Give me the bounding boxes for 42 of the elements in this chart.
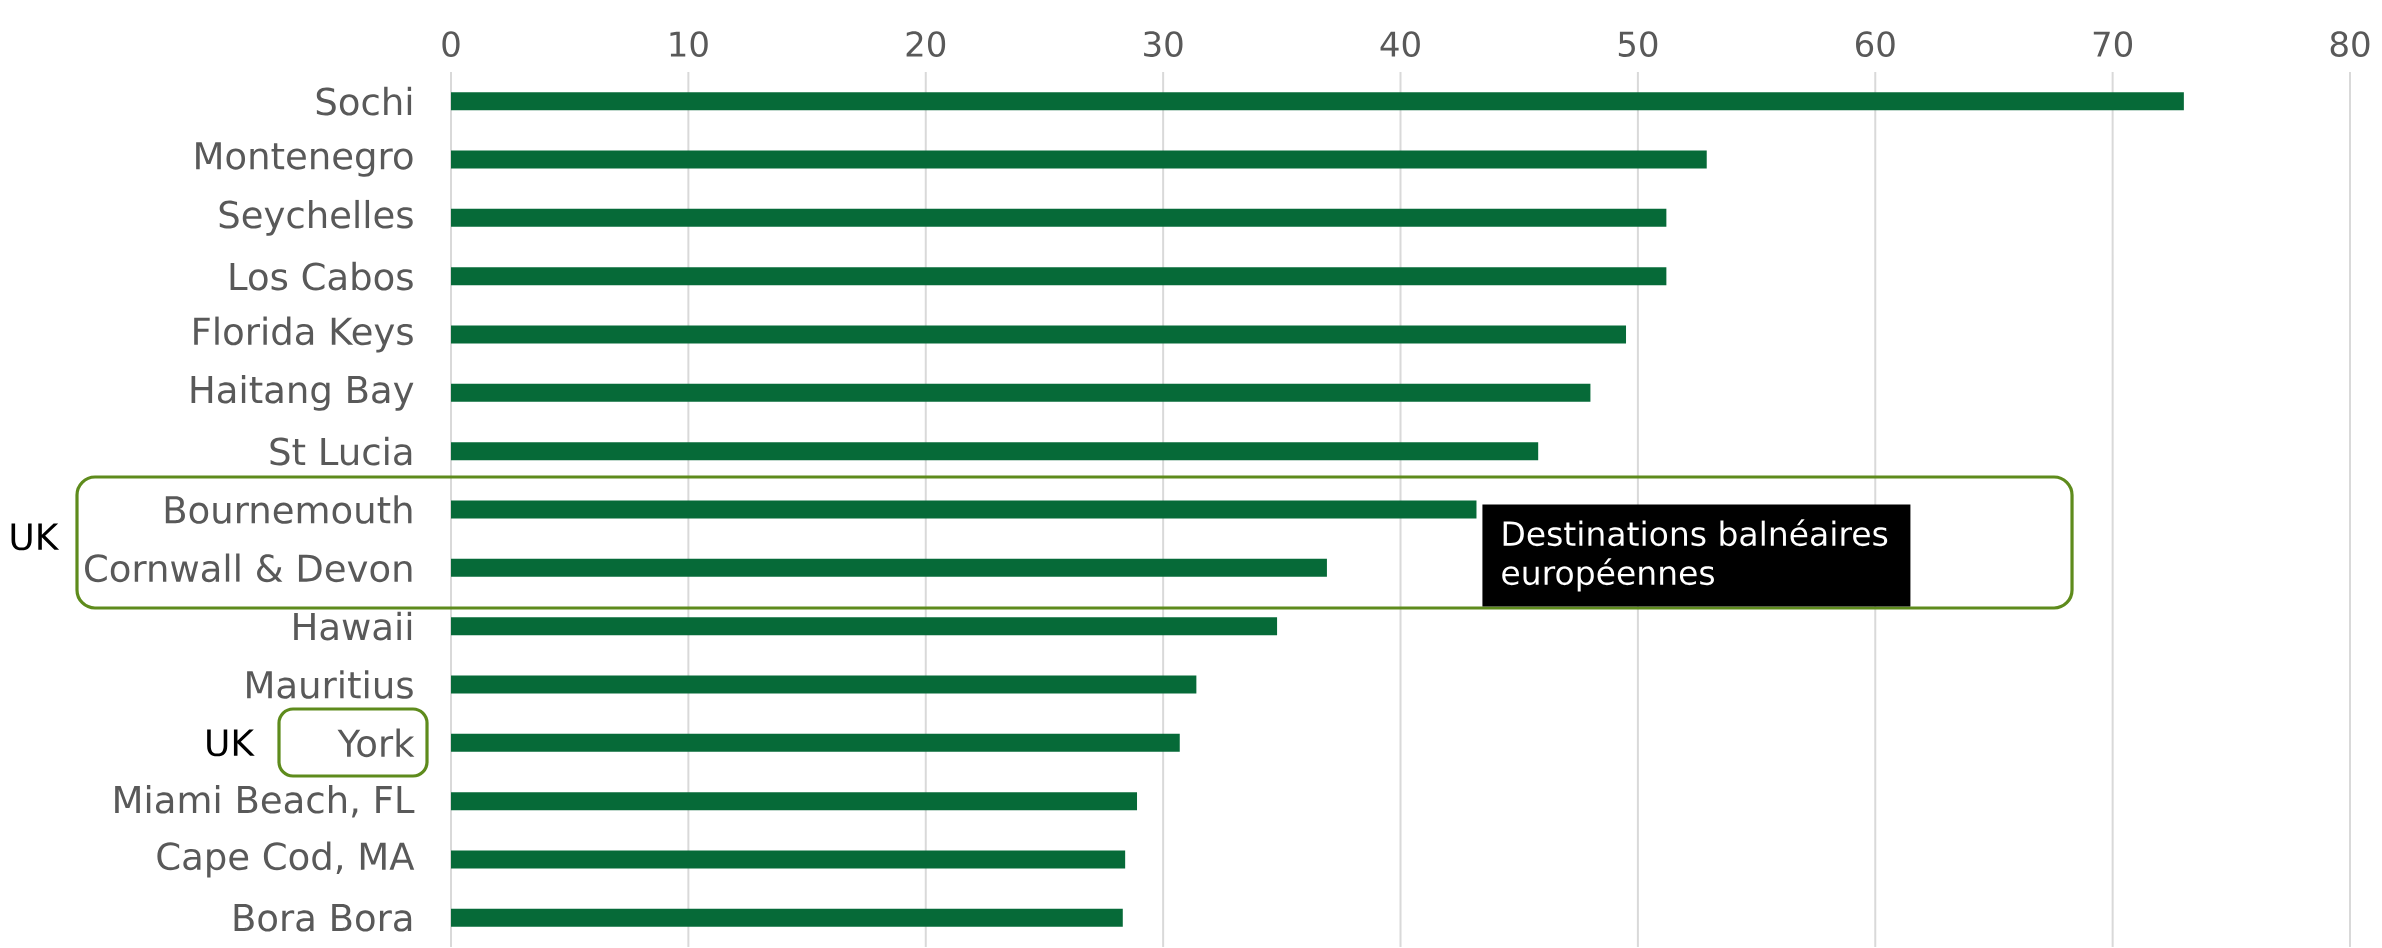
bar [451,850,1126,869]
y-tick-label: Bournemouth [165,495,412,524]
bar [451,617,1278,636]
bar [451,675,1197,694]
bar [451,150,1707,169]
bar [451,92,2184,111]
bar [451,558,1327,577]
y-tick-label: Hawaii [294,611,412,641]
x-tick-label: 0 [442,31,460,57]
x-tick-label: 20 [906,31,946,57]
x-tick-label: 70 [2093,31,2133,57]
x-tick-label: 10 [670,31,708,57]
x-tick-label: 60 [1856,31,1895,57]
bar [451,500,1477,519]
y-tick-label: Los Cabos [230,261,413,291]
y-tick-label: York [337,728,415,758]
x-tick-label: 50 [1618,31,1658,57]
y-tick-label: Montenegro [196,142,413,177]
text: UK [11,523,60,551]
bar [451,208,1667,227]
y-tick-label: Florida Keys [194,316,413,353]
y-tick-label: Bora Bora [234,904,412,932]
x-tick-label: 80 [2330,31,2370,57]
y-tick-label: Cornwall & Devon [85,553,412,583]
bar [451,267,1667,286]
y-tick-label: St Lucia [270,436,412,466]
y-tick-label: Mauritius [247,670,413,699]
annotation: Destinations balnéaires européennes [1502,519,1888,592]
y-tick-label: Seychelles [219,199,413,236]
bar [451,383,1591,402]
text: UK [207,729,255,757]
y-tick-label: Miami Beach, FL [115,784,415,818]
y-tick-label: Cape Cod, MA [157,841,415,878]
x-tick-label: 40 [1380,31,1420,57]
bar [451,908,1123,927]
bar [451,733,1180,752]
bar [451,325,1627,344]
x-tick-label: 30 [1144,31,1183,57]
y-tick-label: Sochi [316,86,412,116]
bar [451,442,1539,461]
bar [451,792,1138,811]
y-tick-label: Haitang Bay [191,374,414,411]
